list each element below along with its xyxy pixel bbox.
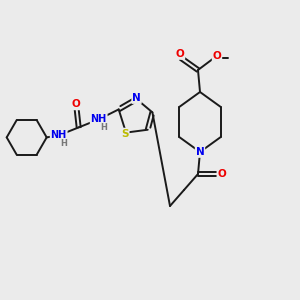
- Text: H: H: [60, 139, 67, 148]
- Text: N: N: [196, 147, 204, 157]
- Text: O: O: [218, 169, 226, 179]
- Text: H: H: [100, 123, 107, 132]
- Text: NH: NH: [91, 114, 107, 124]
- Text: S: S: [121, 129, 129, 139]
- Text: O: O: [176, 49, 184, 59]
- Text: NH: NH: [51, 130, 67, 140]
- Text: O: O: [213, 51, 221, 61]
- Text: O: O: [71, 99, 80, 110]
- Text: N: N: [132, 93, 141, 103]
